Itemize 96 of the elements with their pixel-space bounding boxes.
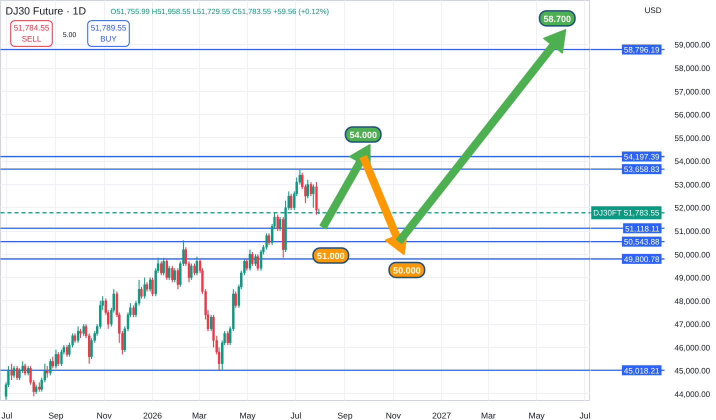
x-tick-label: Nov [386, 410, 402, 420]
text: DJ30 Future · 1D [6, 6, 86, 18]
candlestick [265, 232, 268, 250]
y-tick-label: 50,000.00 [674, 250, 711, 260]
y-tick-label: 51,000.00 [674, 227, 711, 236]
candlestick [166, 258, 168, 280]
candlestick [171, 265, 174, 283]
candlestick [148, 277, 152, 292]
candlestick [34, 384, 38, 394]
x-tick-label: Jul [580, 410, 590, 420]
candlestick [16, 366, 18, 381]
candlestick [151, 277, 154, 297]
candlestick [248, 249, 252, 272]
candlestick [260, 249, 262, 272]
y-tick-label: 57,000.00 [674, 87, 711, 96]
candlestick [160, 260, 162, 276]
x-tick-label: Jul [1, 410, 12, 420]
candlestick [162, 257, 165, 276]
candlestick [143, 277, 146, 300]
x-tick-label: Nov [96, 410, 113, 420]
candlestick [168, 265, 170, 280]
candlestick [234, 291, 237, 308]
y-tick-label: 55,000.00 [674, 134, 711, 143]
candlestick [246, 258, 248, 272]
candlestick [174, 268, 176, 283]
candlestick [57, 352, 60, 367]
candlestick [268, 232, 270, 246]
candlestick [276, 214, 279, 232]
x-tick-label: Mar [192, 410, 207, 420]
y-tick-label: 58,000.00 [674, 64, 711, 74]
ref-line-label: 49,800.78 [624, 254, 660, 264]
annotation: SELL [22, 34, 42, 44]
candlestick [60, 349, 63, 367]
candlestick [79, 328, 82, 339]
candlestick [66, 344, 68, 358]
candlestick [290, 193, 292, 211]
candlestick [46, 366, 48, 378]
candlestick [256, 254, 260, 272]
x-tick-label: 2027 [432, 410, 452, 420]
candlestick [76, 326, 80, 344]
y-tick-label: 54,000.00 [674, 157, 711, 166]
candlestick [140, 286, 143, 300]
y-tick-label: 59,000.00 [674, 40, 711, 50]
x-tick-label: 2026 [143, 410, 162, 420]
y-tick-label: 52,000.00 [674, 204, 711, 213]
candlestick [176, 268, 180, 290]
candlestick [190, 263, 193, 280]
y-tick-label: 44,000.00 [674, 390, 711, 399]
candlestick [38, 382, 41, 392]
x-tick-label: May [240, 410, 256, 420]
candlestick [24, 363, 26, 376]
y-tick-label: 53,000.00 [674, 180, 711, 190]
ref-line-label: 50,543.88 [624, 238, 660, 247]
candlestick [210, 314, 212, 332]
annotation: 50.000 [393, 265, 421, 276]
candlestick [312, 184, 315, 208]
y-tick-label: 46,000.00 [674, 343, 711, 352]
candlestick [54, 349, 58, 369]
candlestick [251, 251, 254, 266]
annotation: BUY [100, 34, 118, 44]
ref-line-label: 45,018.21 [624, 366, 660, 376]
candlestick [315, 182, 318, 216]
y-tick-label: 48,000.00 [674, 296, 711, 306]
candlestick [49, 358, 52, 376]
candlestick [74, 332, 76, 344]
candlestick [82, 324, 85, 336]
candlestick [278, 216, 282, 232]
ref-line-label: 53,658.83 [624, 165, 660, 174]
y-tick-label: 56,000.00 [674, 110, 711, 120]
candlestick [254, 254, 257, 266]
candlestick [310, 182, 312, 197]
candlestick [12, 366, 16, 378]
y-tick-label: 47,000.00 [674, 320, 711, 330]
candlestick [52, 356, 54, 369]
candlestick [27, 366, 30, 376]
y-tick-label: 49,000.00 [674, 274, 711, 283]
annotation: 51.000 [317, 251, 345, 262]
x-tick-label: Jul [290, 410, 302, 420]
x-tick-label: Sep [48, 410, 64, 420]
annotation: 58.700 [543, 14, 572, 24]
y-tick-label: 45,000.00 [674, 366, 711, 376]
ref-line-label: 58,796.19 [624, 45, 660, 54]
ref-line-label: DJ30FT 51,783.55 [593, 208, 660, 218]
y-axis-title: USD [644, 6, 662, 15]
candlestick [226, 330, 229, 346]
ref-line-label: 54,197.39 [624, 152, 660, 162]
candlestick [306, 179, 309, 199]
x-tick-label: May [528, 410, 546, 420]
annotation: 51,784.55 [14, 24, 50, 33]
annotation: 54.000 [349, 130, 377, 140]
candlestick [196, 256, 198, 276]
annotation: 51,789.55 [90, 24, 127, 33]
x-tick-label: Mar [481, 410, 496, 420]
x-tick-label: Sep [337, 410, 353, 420]
candlestick [146, 282, 148, 292]
ref-line-label: 51,118.11 [625, 224, 660, 234]
